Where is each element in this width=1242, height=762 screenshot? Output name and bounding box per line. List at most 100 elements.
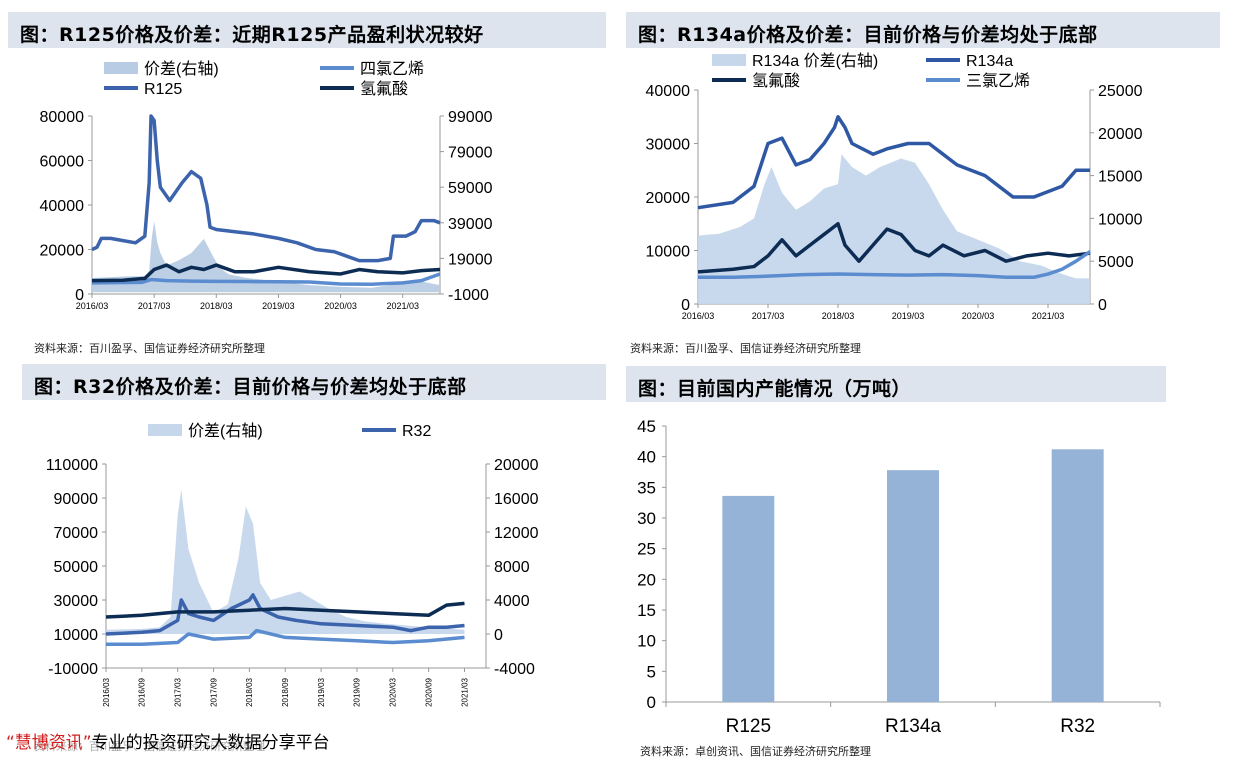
y2-tick-label: 12000 xyxy=(494,525,539,542)
watermark-brand: “慧博资讯” xyxy=(6,733,92,753)
y2-tick-label: 5000 xyxy=(1098,254,1134,271)
y-tick-label: 25 xyxy=(637,540,656,559)
y-tick-label: -10000 xyxy=(48,661,98,678)
y2-tick-label: 15000 xyxy=(1098,169,1143,186)
x-tick-label: 2016/09 xyxy=(138,677,147,706)
source-note: 资料来源：卓创资讯、国信证券经济研究所整理 xyxy=(640,745,871,758)
panel-title: 图：R134a价格及价差：目前价格与价差均处于底部 xyxy=(626,12,1220,48)
y-tick-label: 0 xyxy=(681,297,690,314)
x-tick-label: 2020/09 xyxy=(424,677,433,706)
x-tick-label: 2020/03 xyxy=(962,311,995,321)
category-label: R125 xyxy=(726,716,771,737)
y-tick-label: 70000 xyxy=(54,525,99,542)
y2-tick-label: 39000 xyxy=(448,216,493,233)
x-tick-label: 2016/03 xyxy=(102,677,111,706)
panel-title: 图：R125价格及价差：近期R125产品盈利状况较好 xyxy=(8,12,606,48)
y-tick-label: 60000 xyxy=(40,154,85,171)
x-tick-label: 2018/09 xyxy=(281,677,290,706)
y-tick-label: 30 xyxy=(637,509,656,528)
legend-label: R32 xyxy=(402,423,431,440)
series-line-2 xyxy=(105,601,465,619)
y-tick-label: 15 xyxy=(637,601,656,620)
x-tick-label: 2019/03 xyxy=(892,311,925,321)
y-tick-label: 40000 xyxy=(40,198,85,215)
source-note: 资料来源：百川盈孚、国信证券经济研究所整理 xyxy=(34,342,265,355)
bar-R125 xyxy=(722,495,775,702)
y2-tick-label: -4000 xyxy=(494,661,535,678)
x-tick-label: 2018/03 xyxy=(245,677,254,706)
x-tick-label: 2016/03 xyxy=(76,301,109,311)
panel-title: 图：R32价格及价差：目前价格与价差均处于底部 xyxy=(22,364,606,400)
x-tick-label: 2021/03 xyxy=(460,677,469,706)
x-tick-label: 2021/03 xyxy=(1032,311,1065,321)
legend-label: 氢氟酸 xyxy=(360,80,408,98)
legend-label: 价差(右轴) xyxy=(188,422,263,440)
y-tick-label: 80000 xyxy=(40,109,85,126)
x-tick-label: 2016/03 xyxy=(682,311,715,321)
y2-tick-label: 79000 xyxy=(448,145,493,162)
chart-r134a: 0 10000 20000 30000 40000 0 5000 10000 15000 2000… xyxy=(646,52,1143,321)
y-tick-label: 20 xyxy=(637,570,656,589)
y-tick-label: 10000 xyxy=(54,627,99,644)
y-tick-label: 20000 xyxy=(40,243,85,260)
y-tick-label: 35 xyxy=(637,478,656,497)
series-line-3 xyxy=(698,250,1091,279)
bar-R32 xyxy=(1051,449,1104,702)
y2-tick-label: 59000 xyxy=(448,180,493,197)
series-line-1 xyxy=(697,115,1090,210)
x-tick-label: 2020/03 xyxy=(389,677,398,706)
y-tick-label: 50000 xyxy=(54,559,99,576)
x-tick-label: 2017/03 xyxy=(173,677,182,706)
y-tick-label: 20000 xyxy=(646,190,691,207)
chart-r32: -10000 10000 30000 50000 70000 90000 110000 -40… xyxy=(46,422,539,707)
legend-label: R134a 价差(右轴) xyxy=(752,52,878,70)
x-tick-label: 2019/03 xyxy=(317,677,326,706)
x-tick-label: 2018/03 xyxy=(822,311,855,321)
x-tick-label: 2021/03 xyxy=(386,301,419,311)
y2-tick-label: 4000 xyxy=(494,593,530,610)
y-tick-label: 90000 xyxy=(54,491,99,508)
legend-label: 价差(右轴) xyxy=(144,60,219,78)
x-tick-label: 2018/03 xyxy=(200,301,233,311)
watermark-text: 专业的投资研究大数据分享平台 xyxy=(91,733,330,753)
panel-title: 图：目前国内产能情况（万吨） xyxy=(626,366,1166,402)
y2-tick-label: 10000 xyxy=(1098,211,1143,228)
y-tick-label: 0 xyxy=(647,693,656,712)
chart-r125: 0 20000 40000 60000 80000 -1000 19000 39000 5900… xyxy=(40,60,493,311)
series-line-1 xyxy=(91,272,441,286)
series-line-3 xyxy=(106,628,465,646)
source-note: 资料来源：百川盈孚、国信证券经济研究所整理 xyxy=(34,740,265,753)
series-line-2 xyxy=(697,222,1091,274)
bar-R134a xyxy=(887,470,939,702)
y2-tick-label: 0 xyxy=(1098,297,1107,314)
y-tick-label: 40 xyxy=(637,448,656,467)
x-tick-label: 2017/03 xyxy=(752,311,785,321)
y2-tick-label: 20000 xyxy=(1098,126,1143,143)
y-tick-label: 10 xyxy=(637,632,656,651)
legend-label: 四氯乙烯 xyxy=(360,60,424,78)
y2-tick-label: 25000 xyxy=(1098,83,1143,100)
legend-label: R134a xyxy=(966,53,1013,70)
y-tick-label: 110000 xyxy=(46,457,98,474)
y2-tick-label: 19000 xyxy=(448,251,493,268)
legend-label: 氢氟酸 xyxy=(752,72,800,90)
legend-swatch xyxy=(104,62,138,74)
y-tick-label: 5 xyxy=(647,662,656,681)
category-label: R32 xyxy=(1060,716,1095,737)
x-tick-label: 2017/03 xyxy=(138,301,171,311)
y-tick-label: 40000 xyxy=(646,83,691,100)
y2-tick-label: 16000 xyxy=(494,491,539,508)
series-spread-area xyxy=(92,221,440,293)
y2-tick-label: 8000 xyxy=(494,559,530,576)
chart-capacity: 0 5 10 15 20 25 30 35 40 45 R125 R134a R32 xyxy=(637,417,1161,737)
legend-swatch xyxy=(712,54,746,66)
x-tick-label: 2017/09 xyxy=(209,677,218,706)
x-tick-label: 2019/09 xyxy=(353,677,362,706)
legend-label: R125 xyxy=(144,81,182,98)
x-tick-label: 2020/03 xyxy=(324,301,357,311)
series-spread-area xyxy=(106,489,465,634)
series-line-2 xyxy=(91,114,441,263)
category-label: R134a xyxy=(885,716,941,737)
source-note: 资料来源：百川盈孚、国信证券经济研究所整理 xyxy=(630,342,861,355)
series-line-3 xyxy=(91,263,441,283)
